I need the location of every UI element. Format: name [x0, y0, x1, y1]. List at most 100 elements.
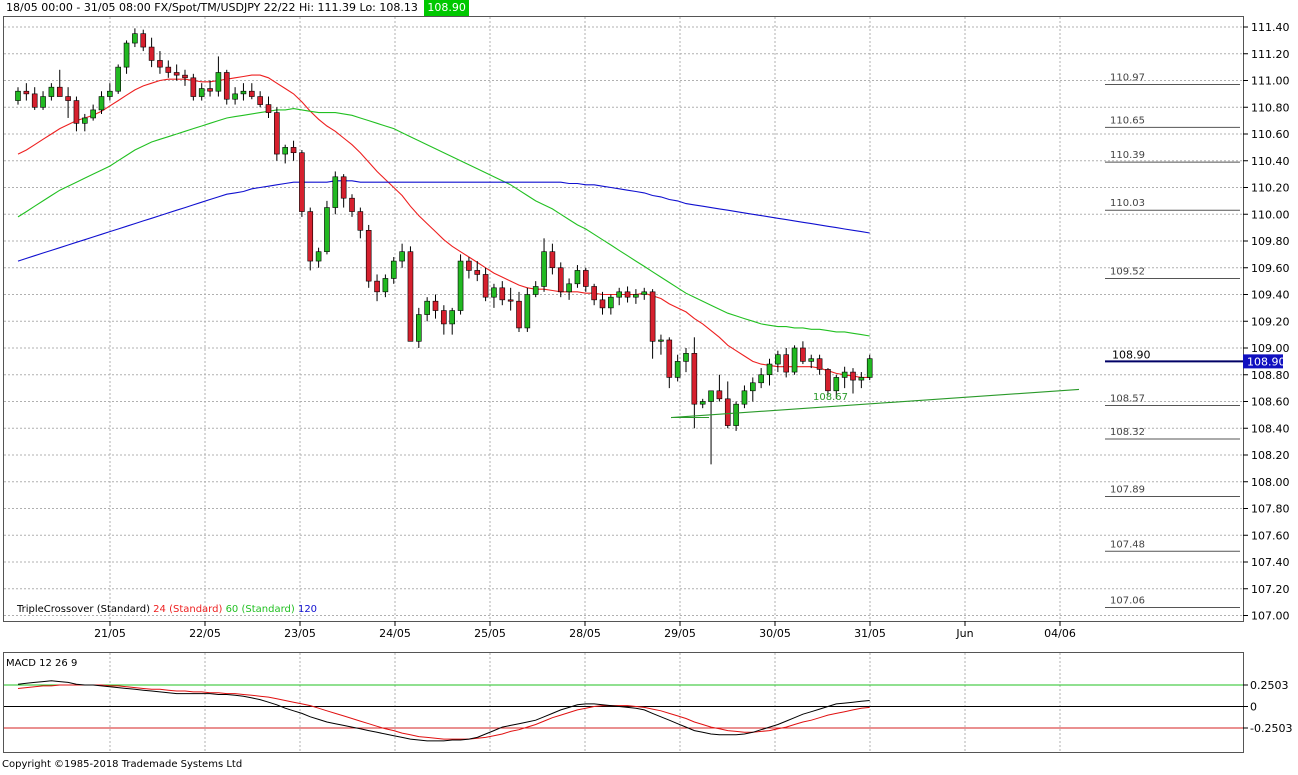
candle[interactable]	[249, 83, 255, 100]
candle[interactable]	[382, 274, 389, 298]
candle[interactable]	[524, 287, 531, 332]
candle[interactable]	[282, 144, 289, 164]
candle[interactable]	[132, 28, 138, 48]
candle[interactable]	[107, 83, 113, 101]
candle[interactable]	[223, 69, 230, 105]
candle[interactable]	[98, 91, 105, 114]
candle[interactable]	[332, 171, 339, 215]
candles[interactable]	[15, 28, 873, 465]
candle[interactable]	[741, 385, 748, 409]
candle[interactable]	[599, 291, 606, 315]
candle[interactable]	[299, 150, 305, 217]
candle[interactable]	[683, 348, 689, 373]
candle[interactable]	[716, 374, 723, 402]
candle[interactable]	[616, 287, 623, 306]
candle[interactable]	[541, 238, 547, 292]
candle[interactable]	[775, 350, 781, 373]
candle[interactable]	[557, 262, 564, 298]
candle[interactable]	[758, 368, 764, 389]
candle[interactable]	[566, 278, 572, 300]
candle[interactable]	[432, 294, 439, 319]
candle[interactable]	[115, 64, 121, 94]
candle[interactable]	[841, 366, 848, 389]
candle[interactable]	[23, 83, 30, 101]
candle[interactable]	[549, 243, 556, 275]
candle[interactable]	[198, 83, 205, 101]
candle[interactable]	[816, 354, 823, 375]
candle[interactable]	[257, 91, 263, 108]
candle[interactable]	[374, 274, 380, 302]
candle[interactable]	[624, 286, 631, 303]
candle[interactable]	[608, 294, 614, 315]
candle[interactable]	[415, 307, 422, 348]
candle[interactable]	[190, 73, 197, 101]
candle[interactable]	[674, 354, 681, 382]
candle[interactable]	[466, 257, 472, 279]
candle[interactable]	[791, 345, 798, 375]
candle[interactable]	[15, 87, 21, 105]
candle[interactable]	[265, 96, 272, 118]
trendline-line[interactable]	[671, 388, 1080, 419]
candle[interactable]	[90, 104, 96, 121]
candle[interactable]	[173, 64, 180, 81]
candle[interactable]	[349, 194, 355, 217]
candle[interactable]	[182, 69, 188, 86]
candle[interactable]	[315, 247, 322, 268]
candle[interactable]	[499, 281, 506, 306]
candle[interactable]	[307, 207, 314, 271]
candle[interactable]	[424, 297, 430, 322]
candle[interactable]	[240, 83, 247, 101]
candle[interactable]	[123, 40, 130, 74]
candle[interactable]	[31, 87, 38, 110]
candle[interactable]	[148, 37, 155, 68]
candle[interactable]	[407, 246, 414, 342]
candle[interactable]	[441, 305, 447, 335]
candle[interactable]	[82, 113, 88, 132]
candle[interactable]	[157, 51, 163, 74]
candle[interactable]	[850, 368, 856, 394]
trendline[interactable]: 108.67	[671, 388, 1080, 419]
candle[interactable]	[833, 374, 840, 399]
candle[interactable]	[474, 261, 481, 282]
candle[interactable]	[800, 341, 806, 365]
candle[interactable]	[724, 381, 731, 429]
candle[interactable]	[491, 283, 497, 308]
candle[interactable]	[274, 107, 280, 161]
candle[interactable]	[858, 372, 865, 389]
candle[interactable]	[507, 287, 514, 311]
candle[interactable]	[232, 87, 238, 105]
candle[interactable]	[691, 337, 698, 429]
candle[interactable]	[658, 334, 664, 355]
candle[interactable]	[766, 358, 773, 386]
candle[interactable]	[207, 80, 213, 97]
candle[interactable]	[633, 289, 639, 304]
candle[interactable]	[365, 224, 372, 288]
candle[interactable]	[40, 91, 46, 110]
candle[interactable]	[825, 368, 831, 395]
candle[interactable]	[457, 254, 464, 315]
candle[interactable]	[532, 281, 539, 298]
candle[interactable]	[699, 398, 706, 409]
candle[interactable]	[516, 291, 522, 332]
candle[interactable]	[390, 257, 397, 284]
candle[interactable]	[215, 56, 222, 97]
candle[interactable]	[591, 283, 597, 306]
candle[interactable]	[733, 401, 739, 431]
candle[interactable]	[641, 287, 648, 300]
candle[interactable]	[582, 267, 589, 292]
candle[interactable]	[749, 377, 756, 402]
candle[interactable]	[357, 207, 364, 239]
candle[interactable]	[482, 267, 489, 302]
candle[interactable]	[708, 390, 714, 465]
candle[interactable]	[866, 354, 873, 381]
candle[interactable]	[574, 265, 581, 288]
candle[interactable]	[56, 69, 63, 97]
candle[interactable]	[65, 87, 71, 118]
candle[interactable]	[340, 174, 347, 208]
candle[interactable]	[399, 243, 405, 268]
candle[interactable]	[48, 83, 55, 101]
candle[interactable]	[73, 96, 80, 132]
candle[interactable]	[140, 29, 147, 52]
candle[interactable]	[783, 348, 790, 378]
